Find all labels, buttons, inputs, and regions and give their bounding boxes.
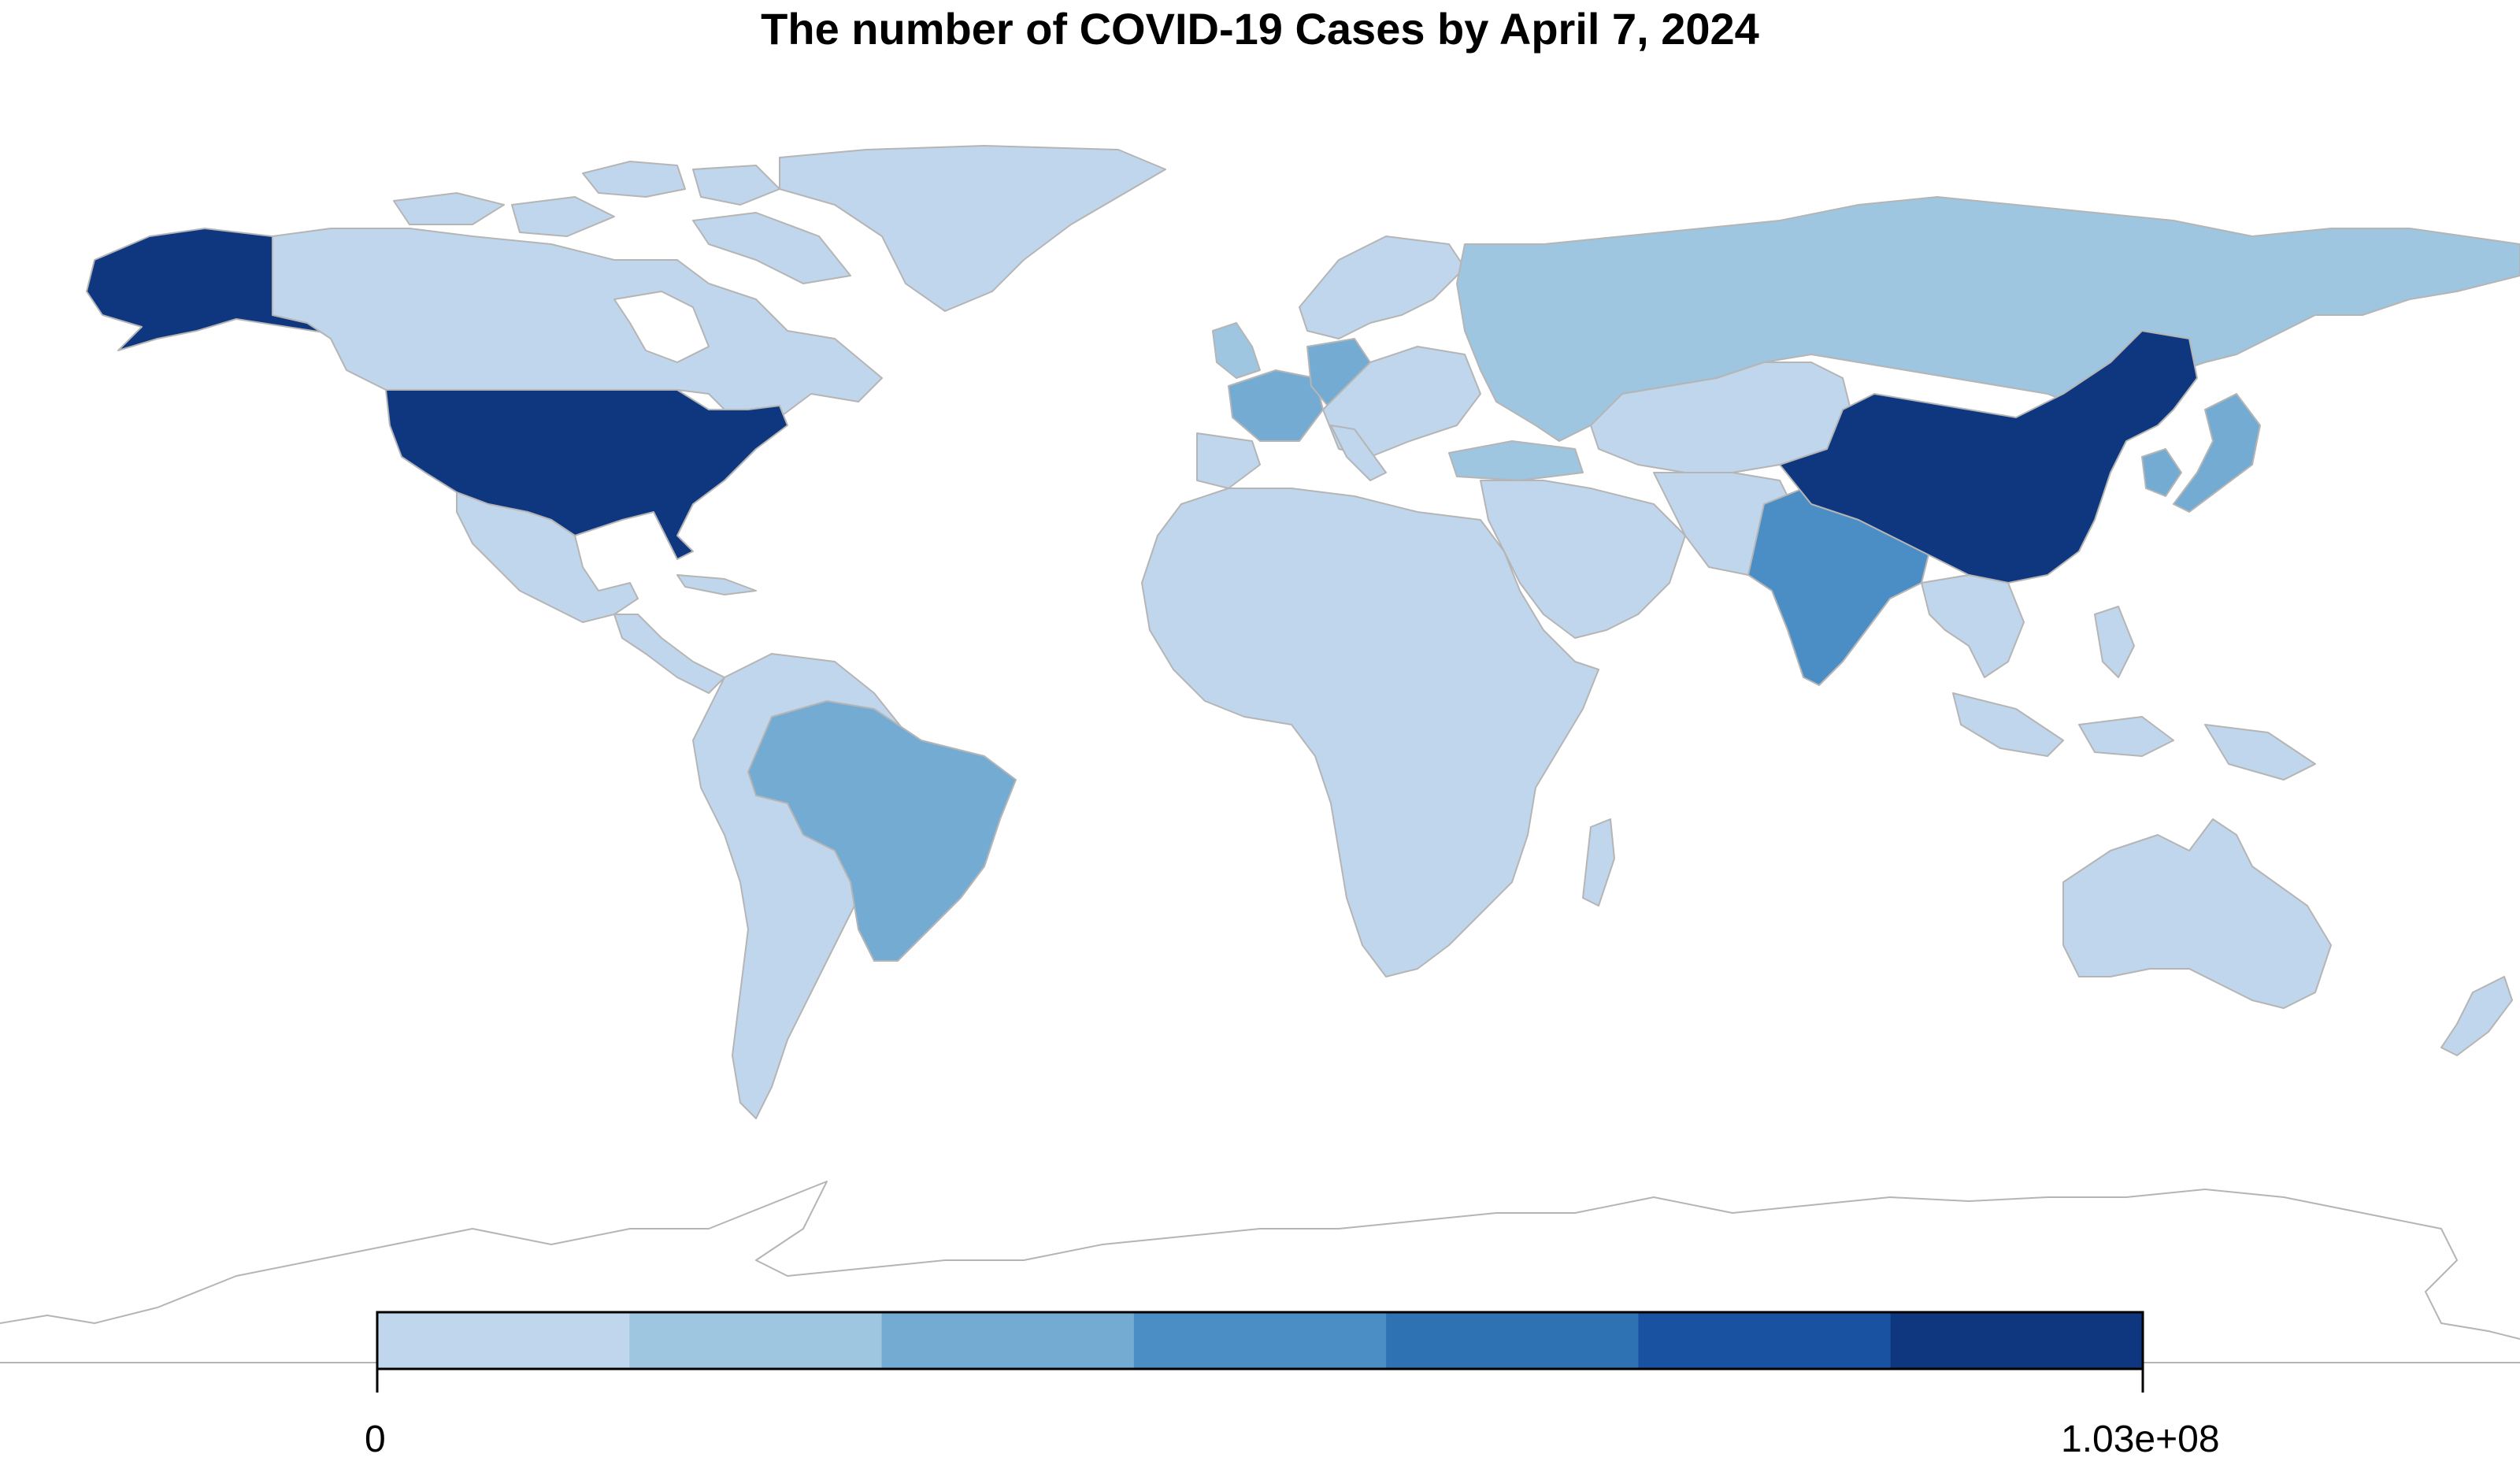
- region-uk: [1212, 322, 1261, 379]
- region-italy: [1330, 425, 1387, 481]
- legend-max-label: 1.03e+08: [2061, 1419, 2220, 1460]
- region-greenland: [779, 145, 1166, 312]
- region-canada: [272, 228, 883, 426]
- legend-cell-7: [1890, 1312, 2144, 1369]
- legend-cell-2: [629, 1312, 883, 1369]
- region-iberia: [1196, 432, 1261, 489]
- land: [0, 145, 2520, 1363]
- legend-cell-6: [1638, 1312, 1892, 1369]
- region-central-america: [613, 614, 725, 694]
- region-new-guinea: [2204, 724, 2316, 781]
- region-mexico: [456, 491, 639, 623]
- region-africa: [1141, 488, 1599, 977]
- region-china: [1779, 330, 2198, 584]
- region-antarctica: [0, 1181, 2520, 1340]
- region-france: [1228, 369, 1324, 442]
- region-scandinavia: [1299, 236, 1466, 339]
- region-united-states: [385, 389, 788, 560]
- region-new-zealand: [2440, 976, 2513, 1056]
- region-philippines: [2094, 606, 2135, 678]
- region-alaska: [86, 228, 339, 351]
- hudson-bay: [613, 291, 710, 363]
- color-legend: [376, 1311, 2144, 1393]
- region-japan: [2173, 393, 2261, 513]
- region-indonesia-2: [2078, 716, 2174, 757]
- legend-cell-3: [881, 1312, 1135, 1369]
- region-southeast-asia: [1921, 574, 2025, 678]
- region-arctic-islands-2: [692, 165, 780, 206]
- region-arctic-islands-4: [511, 196, 615, 237]
- legend-frame: [376, 1311, 2144, 1370]
- region-brazil: [747, 700, 1017, 962]
- region-madagascar: [1582, 818, 1615, 907]
- region-indonesia: [1952, 692, 2064, 757]
- legend-cell-4: [1133, 1312, 1387, 1369]
- region-turkey: [1448, 440, 1584, 481]
- legend-cell-5: [1386, 1312, 1639, 1369]
- region-arctic-islands-3: [393, 192, 505, 225]
- legend-cell-1: [377, 1312, 630, 1369]
- region-korea: [2141, 448, 2182, 497]
- region-arctic-islands: [582, 161, 686, 198]
- region-cuba: [676, 574, 757, 595]
- legend-min-label: 0: [365, 1419, 386, 1460]
- region-baffin: [692, 212, 851, 284]
- page-title: The number of COVID-19 Cases by April 7,…: [761, 4, 1759, 54]
- region-australia: [2062, 818, 2332, 1009]
